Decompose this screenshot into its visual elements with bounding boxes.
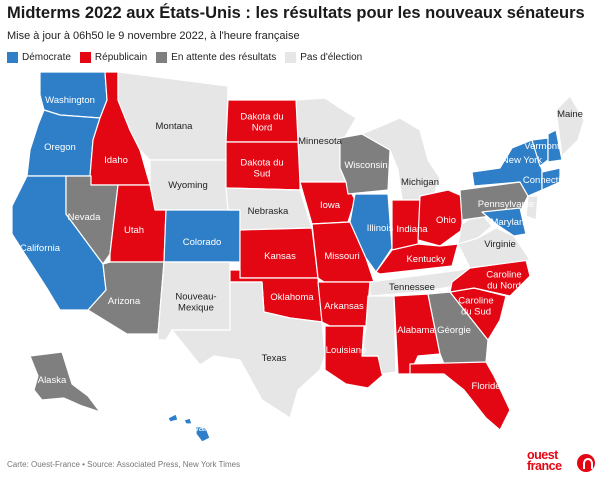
state-label-california: California [20, 243, 61, 254]
legend-swatch-none [285, 52, 297, 63]
state-label-sd: Dakota du Sud [240, 158, 283, 180]
state-label-alaska: Alaska [38, 375, 67, 386]
state-label-tennessee: Tennessee [389, 282, 435, 293]
state-floride [409, 361, 511, 431]
state-nh [547, 129, 563, 163]
page-title: Midterms 2022 aux États-Unis : les résul… [7, 4, 585, 22]
state-label-connecticut: Connecticut [523, 175, 574, 186]
state-label-colorado: Colorado [183, 237, 222, 248]
page-subtitle: Mise à jour à 06h50 le 9 novembre 2022, … [7, 30, 300, 42]
legend: Démocrate Républicain En attente des rés… [7, 52, 362, 63]
state-michigan [361, 117, 441, 201]
state-label-idaho: Idaho [104, 155, 128, 166]
state-label-washington: Washington [45, 95, 95, 106]
legend-item-rep: Républicain [79, 52, 148, 63]
state-label-iowa: Iowa [320, 200, 341, 211]
state-label-maryland: Maryland [490, 217, 529, 228]
state-label-nc: Caroline du Nord [486, 270, 521, 292]
state-label-arizona: Arizona [108, 296, 141, 307]
source-text: Carte: Ouest-France • Source: Associated… [7, 460, 241, 469]
state-label-arkansas: Arkansas [324, 301, 364, 312]
legend-item-pending: En attente des résultats [156, 52, 276, 63]
state-label-oregon: Oregon [44, 142, 76, 153]
state-label-sc: Caroline du Sud [458, 296, 493, 318]
state-label-texas: Texas [262, 353, 287, 364]
state-label-kentucky: Kentucky [406, 254, 445, 265]
state-alaska [29, 351, 101, 413]
state-label-montana: Montana [156, 121, 194, 132]
state-label-minnesota: Minnesota [298, 136, 343, 147]
state-label-nm: Nouveau-Mexique [175, 292, 216, 314]
legend-label-rep: Républicain [94, 52, 148, 63]
state-label-wyoming: Wyoming [168, 180, 208, 191]
state-label-newyork: New York [502, 155, 542, 166]
state-label-virginia: Virginie [484, 239, 516, 250]
state-maryland [481, 207, 527, 237]
logo-line2: france [527, 459, 562, 473]
state-connecticut [541, 167, 561, 191]
state-hawaii [167, 413, 211, 443]
legend-swatch-dem [7, 52, 18, 63]
state-label-utah: Utah [124, 225, 144, 236]
state-label-illinois: Illinois [367, 223, 394, 234]
state-arizona [87, 261, 165, 335]
state-label-kansas: Kansas [264, 251, 296, 262]
state-label-hawaii: Hawaii [180, 423, 209, 434]
state-label-georgie: Géorgie [437, 325, 471, 336]
state-labels: Washington Oregon California Idaho Nevada Uta… [20, 95, 583, 434]
state-label-nd: Dakota du Nord [240, 112, 283, 134]
state-kentucky [375, 243, 459, 275]
state-label-maine: Maine [557, 109, 583, 120]
legend-label-pending: En attente des résultats [171, 52, 277, 63]
state-label-oklahoma: Oklahoma [270, 292, 314, 303]
legend-swatch-rep [79, 52, 91, 63]
logo-mark-icon [577, 454, 595, 472]
state-label-louisiane: Louisiane [326, 345, 367, 356]
state-label-wisconsin: Wisconsin [344, 160, 387, 171]
state-label-missouri: Missouri [324, 251, 359, 262]
state-label-nevada: Nevada [68, 212, 101, 223]
state-label-pennsylvania: Pennsylvanie [478, 199, 535, 210]
state-nj [525, 195, 539, 221]
ouest-france-logo: ouest france [527, 449, 599, 479]
legend-label-none: Pas d'élection [300, 52, 363, 63]
legend-item-dem: Démocrate [7, 52, 71, 63]
state-label-floride: Floride [471, 381, 500, 392]
state-label-ohio: Ohio [436, 215, 456, 226]
state-label-michigan: Michigan [401, 177, 439, 188]
legend-swatch-pending [156, 52, 168, 63]
state-label-indiana: Indiana [396, 224, 428, 235]
state-texas [171, 281, 326, 419]
state-maine [555, 95, 585, 157]
state-label-vermont: Vermont [524, 141, 560, 152]
logo-line1: ouest [527, 448, 558, 462]
state-shapes [11, 71, 585, 443]
state-label-nebraska: Nebraska [248, 206, 289, 217]
state-label-alabama: Alabama [397, 325, 435, 336]
legend-label-dem: Démocrate [22, 52, 71, 63]
logo-text: ouest france [527, 448, 562, 473]
state-colorado [163, 209, 241, 263]
legend-item-none: Pas d'élection [285, 52, 362, 63]
state-montana [117, 71, 229, 161]
